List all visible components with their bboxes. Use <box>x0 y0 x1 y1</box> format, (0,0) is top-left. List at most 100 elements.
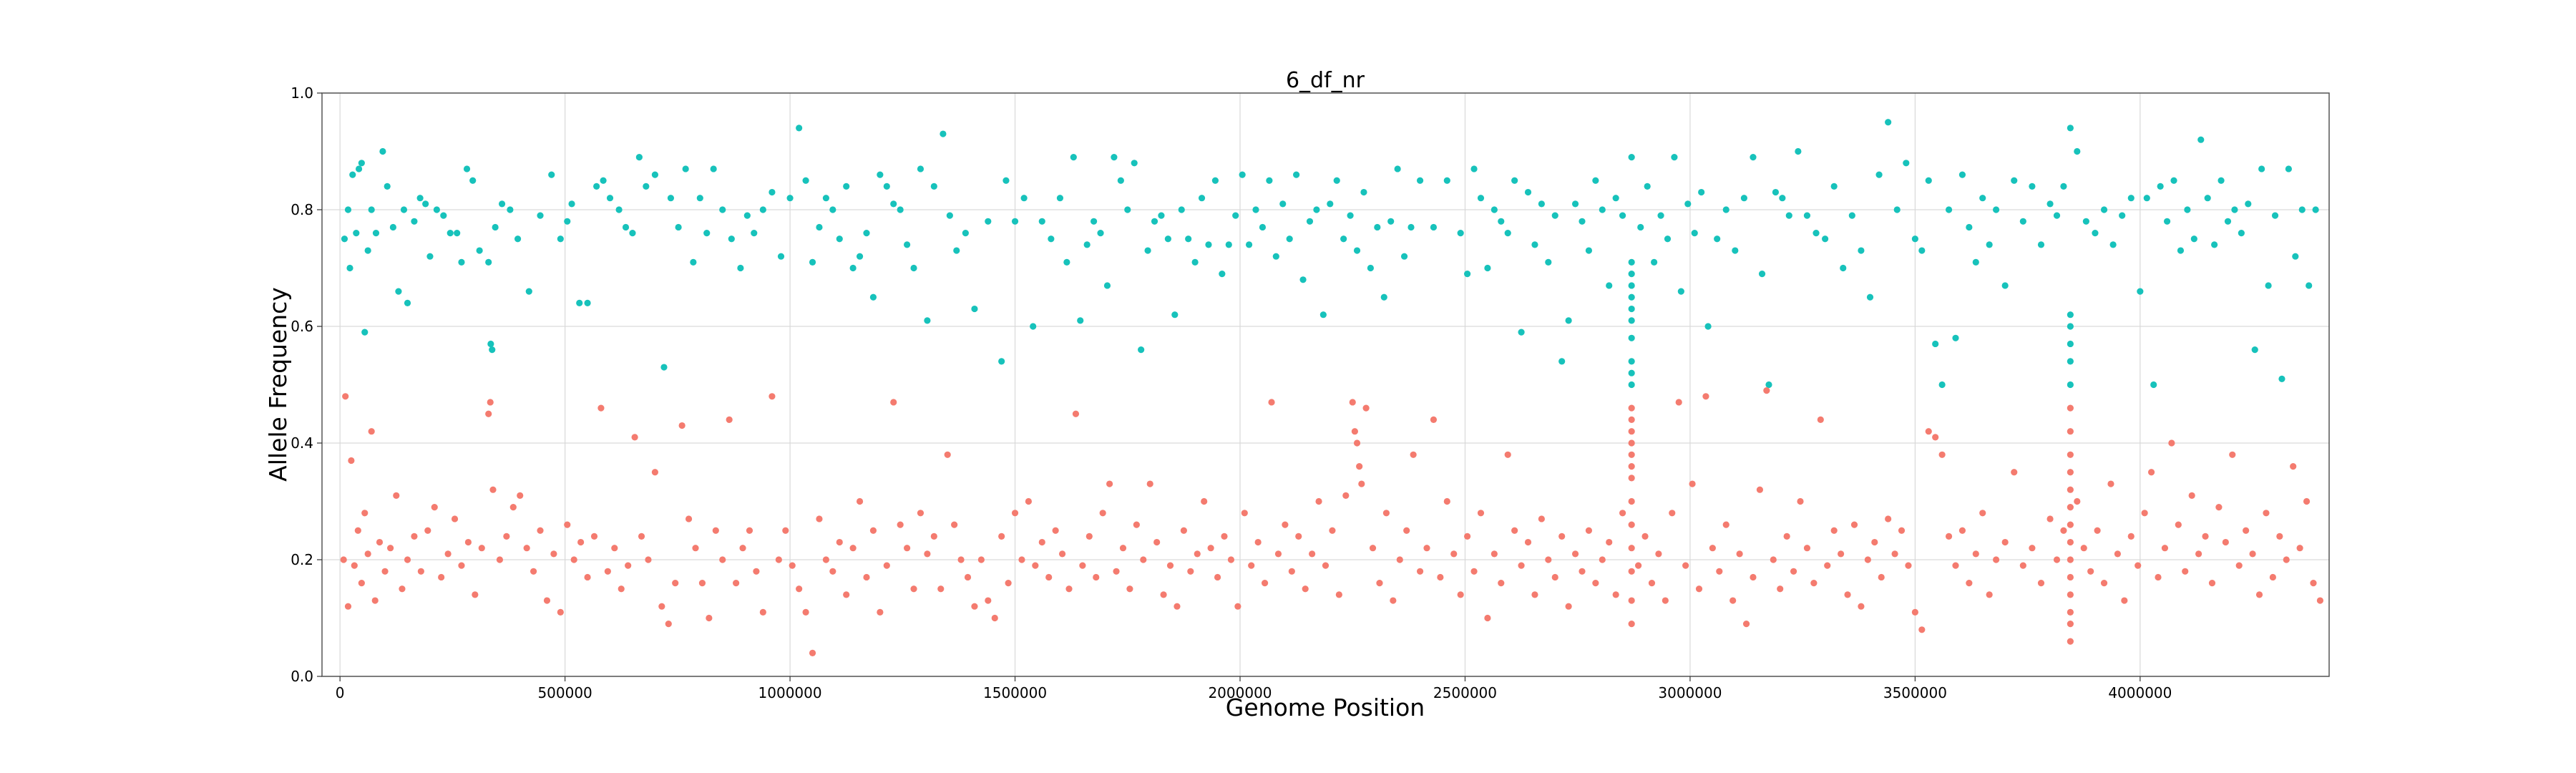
lower-frequency-point <box>809 649 816 657</box>
upper-frequency-point <box>1848 212 1855 219</box>
lower-frequency-point <box>1803 545 1811 552</box>
upper-frequency-point <box>2306 282 2313 289</box>
upper-frequency-point <box>1628 369 1635 376</box>
lower-frequency-point <box>1606 538 1613 546</box>
lower-frequency-point <box>930 533 937 540</box>
lower-frequency-point <box>1025 497 1033 505</box>
lower-frequency-point <box>1945 533 1953 540</box>
lower-frequency-point <box>1628 428 1635 435</box>
upper-frequency-point <box>1772 188 1780 196</box>
upper-frequency-point <box>2204 195 2211 202</box>
lower-frequency-point <box>1450 550 1458 558</box>
lower-frequency-point <box>2182 568 2189 575</box>
lower-frequency-point <box>924 550 931 558</box>
upper-frequency-point <box>1151 218 1158 225</box>
lower-frequency-point <box>910 585 917 593</box>
upper-frequency-point <box>667 195 675 202</box>
lower-frequency-point <box>1356 463 1363 470</box>
lower-frequency-point <box>951 521 958 528</box>
lower-frequency-point <box>564 521 571 528</box>
lower-frequency-point <box>2290 463 2297 470</box>
upper-frequency-point <box>1958 171 1966 178</box>
upper-frequency-point <box>1164 235 1171 243</box>
upper-frequency-point <box>1252 206 1259 213</box>
lower-frequency-point <box>1641 533 1649 540</box>
upper-frequency-point <box>2197 136 2205 143</box>
lower-frequency-point <box>1065 585 1073 593</box>
lower-frequency-point <box>1628 497 1635 505</box>
lower-frequency-point <box>1628 439 1635 447</box>
lower-frequency-point <box>1518 562 1525 569</box>
lower-frequency-point <box>816 515 823 522</box>
lower-frequency-point <box>2011 469 2018 476</box>
lower-frequency-point <box>957 556 965 563</box>
lower-frequency-point <box>2141 510 2148 517</box>
upper-frequency-point <box>411 218 418 225</box>
upper-frequency-point <box>743 212 751 219</box>
upper-frequency-point <box>1565 317 1572 324</box>
upper-frequency-point <box>2011 177 2018 184</box>
upper-frequency-point <box>384 183 391 190</box>
lower-frequency-point <box>1018 556 1025 563</box>
lower-frequency-point <box>438 573 445 581</box>
lower-frequency-point <box>393 492 400 499</box>
lower-frequency-point <box>2222 538 2229 546</box>
lower-frequency-point <box>1972 550 1979 558</box>
upper-frequency-point <box>1765 381 1772 389</box>
upper-frequency-point <box>564 218 571 225</box>
lower-frequency-point <box>1443 497 1450 505</box>
y-axis-title: Allele Frequency <box>264 287 292 482</box>
upper-frequency-point <box>433 206 440 213</box>
upper-frequency-point <box>368 206 375 213</box>
upper-frequency-point <box>1606 282 1613 289</box>
upper-frequency-point <box>2265 282 2272 289</box>
upper-frequency-point <box>1464 271 1471 278</box>
upper-frequency-point <box>2271 212 2279 219</box>
lower-frequency-point <box>665 621 672 628</box>
upper-frequency-point <box>1457 230 1464 237</box>
lower-frequency-point <box>1315 497 1322 505</box>
upper-frequency-point <box>1651 258 1658 266</box>
lower-frequency-point <box>1628 545 1635 552</box>
lower-frequency-point <box>1612 591 1619 598</box>
lower-frequency-point <box>1669 510 1676 517</box>
lower-frequency-point <box>2001 538 2009 546</box>
upper-frequency-point <box>2157 183 2164 190</box>
lower-frequency-point <box>2310 580 2317 587</box>
y-tick-label: 0.4 <box>291 434 313 452</box>
lower-frequency-point <box>1702 393 1709 400</box>
lower-frequency-point <box>1952 562 1959 569</box>
upper-frequency-point <box>1822 235 1829 243</box>
lower-frequency-point <box>1722 521 1729 528</box>
lower-frequency-point <box>1295 533 1302 540</box>
lower-frequency-point <box>685 515 693 522</box>
lower-frequency-point <box>759 608 766 616</box>
lower-frequency-point <box>1491 550 1498 558</box>
lower-frequency-point <box>937 585 945 593</box>
upper-frequency-point <box>1063 258 1070 266</box>
lower-frequency-point <box>358 580 365 587</box>
upper-frequency-point <box>1628 334 1635 341</box>
lower-frequency-point <box>2195 550 2202 558</box>
lower-frequency-point <box>523 545 530 552</box>
lower-frequency-point <box>1966 580 1973 587</box>
lower-frequency-point <box>597 404 605 412</box>
upper-frequency-point <box>1097 230 1104 237</box>
upper-frequency-point <box>1286 235 1293 243</box>
lower-frequency-point <box>2161 545 2169 552</box>
lower-frequency-point <box>1864 556 1871 563</box>
lower-frequency-point <box>2135 562 2142 569</box>
lower-frequency-point <box>2249 550 2256 558</box>
lower-frequency-point <box>1335 591 1342 598</box>
upper-frequency-point <box>485 258 492 266</box>
upper-frequency-point <box>1677 288 1684 295</box>
upper-frequency-point <box>1664 235 1672 243</box>
upper-frequency-point <box>1830 183 1838 190</box>
lower-frequency-point <box>1716 568 1723 575</box>
lower-frequency-point <box>638 533 645 540</box>
upper-frequency-point <box>897 206 904 213</box>
upper-frequency-point <box>904 241 911 248</box>
upper-frequency-point <box>447 230 454 237</box>
upper-frequency-point <box>1558 358 1566 365</box>
lower-frequency-point <box>1241 510 1248 517</box>
